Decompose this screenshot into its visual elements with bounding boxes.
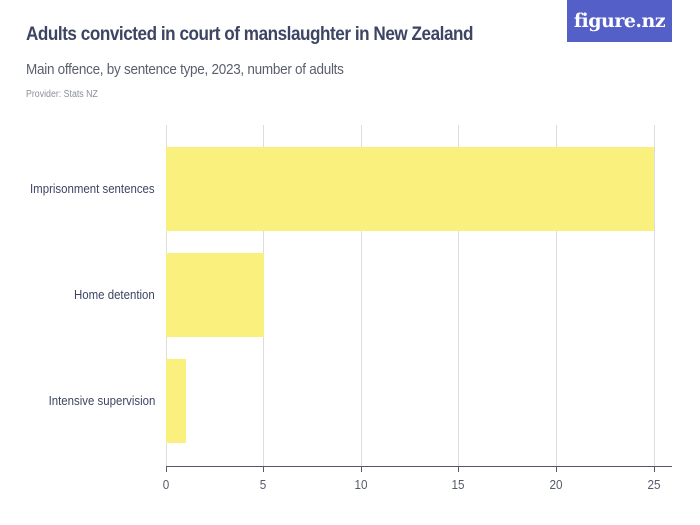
bar-home-detention[interactable] (166, 253, 264, 337)
category-label: Home detention (74, 287, 155, 302)
x-tick (556, 466, 557, 472)
x-axis-line (166, 466, 672, 467)
x-tick (263, 466, 264, 472)
x-tick (166, 466, 167, 472)
gridline (361, 125, 362, 466)
chart-subtitle: Main offence, by sentence type, 2023, nu… (26, 61, 344, 78)
x-tick (458, 466, 459, 472)
gridline (654, 125, 655, 466)
bar-imprisonment-sentences[interactable] (166, 147, 654, 231)
x-tick (654, 466, 655, 472)
figure-nz-logo[interactable]: figure.nz (567, 0, 672, 42)
provider-label: Provider: Stats NZ (26, 89, 98, 100)
x-tick-label: 5 (259, 477, 267, 492)
bar-intensive-supervision[interactable] (166, 359, 186, 443)
x-tick-label: 15 (451, 477, 465, 492)
x-tick-label: 10 (354, 477, 368, 492)
gridline (458, 125, 459, 466)
chart-title: Adults convicted in court of manslaughte… (26, 24, 474, 45)
x-tick-label: 25 (647, 477, 661, 492)
x-tick-label: 20 (549, 477, 563, 492)
x-tick-label: 0 (162, 477, 170, 492)
x-tick (361, 466, 362, 472)
category-label: Intensive supervision (48, 393, 155, 408)
gridline (556, 125, 557, 466)
category-label: Imprisonment sentences (30, 181, 155, 196)
